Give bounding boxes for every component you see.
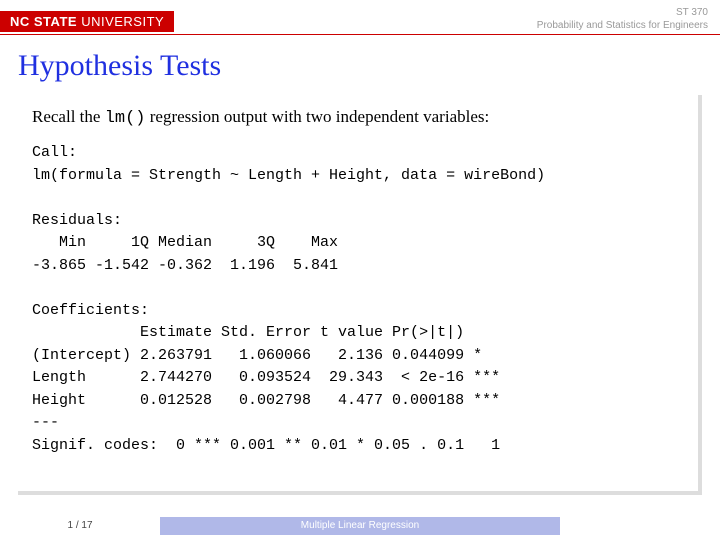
r-output: Call: lm(formula = Strength ~ Length + H… (32, 142, 680, 457)
intro-pre: Recall the (32, 107, 105, 126)
logo-bold: NC STATE (10, 14, 77, 29)
logo-thin: UNIVERSITY (77, 14, 164, 29)
intro-code: lm() (105, 109, 146, 128)
course-info: ST 370 Probability and Statistics for En… (537, 6, 708, 32)
slide-title: Hypothesis Tests (0, 35, 720, 95)
slide-header: NC STATE UNIVERSITY ST 370 Probability a… (0, 0, 720, 35)
content-box: Recall the lm() regression output with t… (18, 95, 702, 495)
ncsu-logo: NC STATE UNIVERSITY (0, 11, 174, 32)
page-number: 1 / 17 (0, 517, 160, 535)
intro-text: Recall the lm() regression output with t… (32, 107, 680, 128)
slide-footer: 1 / 17 Multiple Linear Regression (0, 517, 720, 535)
intro-post: regression output with two independent v… (146, 107, 490, 126)
section-name: Multiple Linear Regression (160, 517, 560, 535)
course-title: Probability and Statistics for Engineers (537, 19, 708, 32)
footer-spacer (560, 517, 720, 535)
course-code: ST 370 (537, 6, 708, 19)
